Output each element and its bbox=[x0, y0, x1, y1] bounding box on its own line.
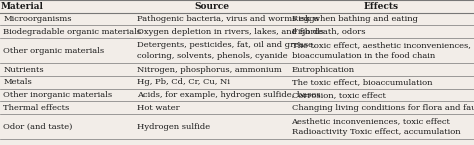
Text: The toxic effect, aesthetic inconveniences,
bioaccumulation in the food chain: The toxic effect, aesthetic inconvenienc… bbox=[292, 41, 470, 60]
Text: Nitrogen, phosphorus, ammonium: Nitrogen, phosphorus, ammonium bbox=[137, 66, 282, 74]
Text: Source: Source bbox=[194, 2, 229, 11]
Text: Pathogenic bacteria, virus and worms eggs: Pathogenic bacteria, virus and worms egg… bbox=[137, 15, 319, 23]
Text: The toxic effect, bioaccumulation: The toxic effect, bioaccumulation bbox=[292, 78, 432, 86]
Text: Aesthetic inconveniences, toxic effect
Radioactivity Toxic effect, accumulation: Aesthetic inconveniences, toxic effect R… bbox=[292, 117, 460, 136]
Text: Effects: Effects bbox=[364, 2, 399, 11]
Text: Eutrophication: Eutrophication bbox=[292, 66, 355, 74]
Text: Detergents, pesticides, fat, oil and grease,
coloring, solvents, phenols, cyanid: Detergents, pesticides, fat, oil and gre… bbox=[137, 41, 316, 60]
Text: Hot water: Hot water bbox=[137, 104, 180, 112]
Text: Odor (and taste): Odor (and taste) bbox=[3, 123, 73, 130]
Text: Microorganisms: Microorganisms bbox=[3, 15, 72, 23]
Text: Metals: Metals bbox=[3, 78, 32, 86]
Text: Corrosion, toxic effect: Corrosion, toxic effect bbox=[292, 91, 385, 99]
Text: Thermal effects: Thermal effects bbox=[3, 104, 70, 112]
Text: Risk when bathing and eating: Risk when bathing and eating bbox=[292, 15, 418, 23]
Text: Hydrogen sulfide: Hydrogen sulfide bbox=[137, 123, 210, 130]
Text: Oxygen depletion in rivers, lakes, and fjords: Oxygen depletion in rivers, lakes, and f… bbox=[137, 28, 325, 36]
Text: Biodegradable organic materials: Biodegradable organic materials bbox=[3, 28, 141, 36]
Text: Other organic materials: Other organic materials bbox=[3, 47, 104, 55]
Text: Nutrients: Nutrients bbox=[3, 66, 44, 74]
Text: Other inorganic materials: Other inorganic materials bbox=[3, 91, 112, 99]
Text: Acids, for example, hydrogen sulfide, bases: Acids, for example, hydrogen sulfide, ba… bbox=[137, 91, 321, 99]
Text: Fish death, odors: Fish death, odors bbox=[292, 28, 365, 36]
Text: Material: Material bbox=[1, 2, 44, 11]
Text: Hg, Pb, Cd, Cr, Cu, Ni: Hg, Pb, Cd, Cr, Cu, Ni bbox=[137, 78, 230, 86]
Text: Changing living conditions for flora and fauna: Changing living conditions for flora and… bbox=[292, 104, 474, 112]
